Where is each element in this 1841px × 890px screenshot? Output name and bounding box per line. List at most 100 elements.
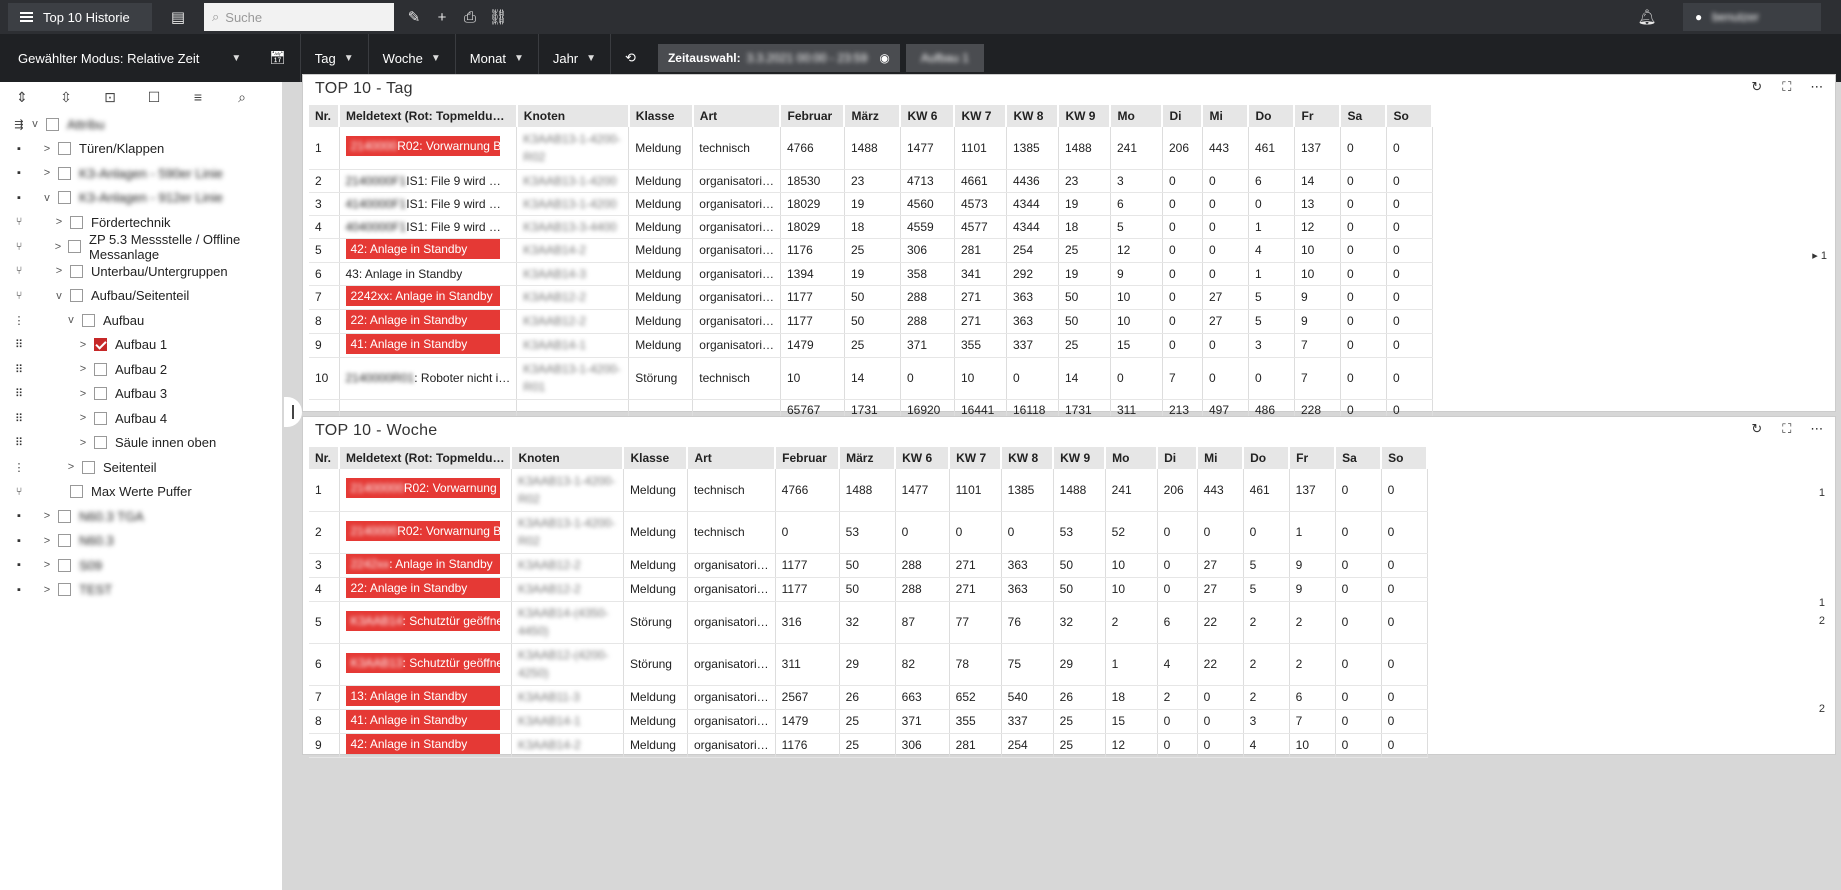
chevron-right-icon[interactable]: >	[43, 559, 51, 572]
column-header[interactable]: Fr	[1294, 105, 1342, 127]
refresh-icon[interactable]: ↻	[1751, 79, 1763, 94]
chevron-right-icon[interactable]: >	[79, 363, 87, 376]
table-row[interactable]: 65767 1731 16920 16441 16118 1731 311 213 497 486…	[309, 399, 1433, 422]
column-header[interactable]: Fr	[1289, 447, 1337, 469]
tree-item[interactable]: ▪ > K3-Anlagen - 590er Linie	[0, 161, 282, 186]
column-header[interactable]: Do	[1248, 105, 1296, 127]
search-input[interactable]: ⌕ Suche	[204, 3, 394, 31]
chevron-right-icon[interactable]: >	[43, 510, 51, 523]
table-row[interactable]: 6 43: Anlage in Standby K3AAB14-3 Meldung or…	[309, 262, 1433, 286]
tree-checkbox[interactable]	[94, 411, 107, 425]
column-header[interactable]: Sa	[1335, 447, 1383, 469]
chevron-down-icon[interactable]: v	[68, 314, 74, 327]
table-row[interactable]: 8 41: Anlage in Standby K3AAB14-1 Meldung or…	[309, 709, 1428, 734]
add-icon[interactable]: +	[437, 8, 447, 26]
app-menu-button[interactable]: Top 10 Historie	[8, 3, 152, 31]
column-header[interactable]: Meldetext (Rot: Topmeldu…	[339, 105, 518, 127]
tree-checkbox[interactable]	[94, 338, 107, 352]
woche-dropdown[interactable]: Woche ▼	[369, 34, 456, 82]
tree-checkbox[interactable]	[58, 558, 71, 572]
tree-checkbox[interactable]	[68, 240, 82, 254]
tree-item[interactable]: ⠿ > Säule innen oben	[0, 431, 282, 456]
column-header[interactable]: KW 8	[1006, 105, 1060, 127]
table-row[interactable]: 10 2140000R01: Roboter nicht i… K3AAB13-1-…	[309, 357, 1433, 400]
chevron-down-icon[interactable]: v	[32, 118, 38, 131]
column-header[interactable]: KW 6	[895, 447, 951, 469]
tree-item[interactable]: ▪ > TEST	[0, 578, 282, 603]
select-icon[interactable]: ⊡	[104, 88, 116, 105]
calendar-button[interactable]: 📅︎	[255, 34, 301, 82]
splitter[interactable]	[282, 82, 302, 890]
tree-checkbox[interactable]	[70, 289, 83, 303]
collapse-all-icon[interactable]: ⇳	[60, 88, 72, 105]
tree-item[interactable]: ⋮ v Aufbau	[0, 308, 282, 333]
table-row[interactable]: 2 2140000F1IS1: File 9 wird … K3AAB13-1-42…	[309, 169, 1433, 193]
chevron-right-icon[interactable]: >	[43, 534, 51, 547]
column-header[interactable]: KW 7	[949, 447, 1003, 469]
column-header[interactable]: Di	[1162, 105, 1204, 127]
column-header[interactable]: Klasse	[628, 105, 694, 127]
column-header[interactable]: Mi	[1197, 447, 1245, 469]
table-row[interactable]: 3 4140000F1IS1: File 9 wird … K3AAB13-1-42…	[309, 192, 1433, 216]
column-header[interactable]: Nr.	[309, 447, 340, 469]
more-icon[interactable]: ⋯	[1810, 79, 1824, 94]
expand-all-icon[interactable]: ⇕	[16, 88, 28, 105]
tree-checkbox[interactable]	[58, 509, 71, 523]
search-icon[interactable]: ⌕	[238, 88, 246, 105]
column-header[interactable]: KW 6	[900, 105, 956, 127]
tree-checkbox[interactable]	[58, 191, 71, 205]
column-header[interactable]: Nr.	[309, 105, 340, 127]
tree-checkbox[interactable]	[70, 264, 83, 278]
jahr-dropdown[interactable]: Jahr ▼	[539, 34, 612, 82]
table-row[interactable]: 9 41: Anlage in Standby K3AAB14-1 Meldung or…	[309, 333, 1433, 358]
table-row[interactable]: 3 2242xx: Anlage in Standby K3AAB12-2 Meldu…	[309, 553, 1428, 578]
tree-item[interactable]: ⠿ > Aufbau 4	[0, 406, 282, 431]
column-header[interactable]: Meldetext (Rot: Topmeldu…	[339, 447, 513, 469]
chevron-right-icon[interactable]: >	[43, 167, 51, 180]
aufbau-button[interactable]: Aufbau 1	[905, 44, 984, 72]
mode-dropdown[interactable]: Gewählter Modus: Relative Zeit ▼	[0, 34, 255, 82]
tree-checkbox[interactable]	[58, 534, 71, 548]
column-header[interactable]: Art	[692, 105, 782, 127]
chevron-right-icon[interactable]: >	[79, 436, 87, 449]
tree-item[interactable]: ⑂ > ZP 5.3 Messstelle / Offline Messanlage	[0, 232, 282, 262]
library-icon[interactable]: ▤	[170, 9, 186, 26]
column-header[interactable]: Di	[1157, 447, 1199, 469]
bell-icon[interactable]: 🔔︎	[1637, 9, 1657, 26]
column-header[interactable]: Do	[1243, 447, 1291, 469]
tree-checkbox[interactable]	[82, 313, 95, 327]
column-header[interactable]: Mo	[1110, 105, 1164, 127]
chevron-right-icon[interactable]: >	[55, 265, 63, 278]
tree-checkbox[interactable]	[70, 215, 83, 229]
fullscreen-icon[interactable]: ⛶	[1782, 421, 1792, 436]
link-icon[interactable]: ⛓	[488, 9, 508, 26]
chevron-right-icon[interactable]: >	[54, 240, 62, 253]
more-icon[interactable]: ⋯	[1810, 421, 1824, 436]
table-row[interactable]: 5 42: Anlage in Standby K3AAB14-2 Meldung or…	[309, 238, 1433, 263]
tree-item[interactable]: ▪ > N60.3	[0, 529, 282, 554]
chevron-right-icon[interactable]: >	[43, 583, 51, 596]
column-header[interactable]: Knoten	[511, 447, 625, 469]
chevron-right-icon[interactable]: >	[79, 387, 87, 400]
tree-checkbox[interactable]	[82, 460, 95, 474]
table-row[interactable]: 7 13: Anlage in Standby K3AAB11-3 Meldung or…	[309, 685, 1428, 710]
table-row[interactable]: 8 22: Anlage in Standby K3AAB12-2 Meldung or…	[309, 309, 1433, 334]
tree-item[interactable]: ⑂ > Unterbau/Untergruppen	[0, 259, 282, 284]
filter-icon[interactable]: ≡	[193, 89, 203, 105]
tree-item[interactable]: ▪ v K3-Anlagen - 912er Linie	[0, 186, 282, 211]
column-header[interactable]: Sa	[1340, 105, 1388, 127]
tree-item[interactable]: ⠿ > Aufbau 3	[0, 382, 282, 407]
column-header[interactable]: KW 9	[1053, 447, 1107, 469]
eye-icon[interactable]: ◉	[879, 51, 890, 65]
chevron-right-icon[interactable]: >	[79, 338, 87, 351]
tree-item[interactable]: ⋮ > Seitenteil	[0, 455, 282, 480]
tree-checkbox[interactable]	[58, 142, 71, 156]
column-header[interactable]: Knoten	[516, 105, 630, 127]
table-row[interactable]: 7 2242xx: Anlage in Standby K3AAB12-2 Meldu…	[309, 285, 1433, 310]
tree-checkbox[interactable]	[58, 166, 71, 180]
monat-dropdown[interactable]: Monat ▼	[456, 34, 539, 82]
